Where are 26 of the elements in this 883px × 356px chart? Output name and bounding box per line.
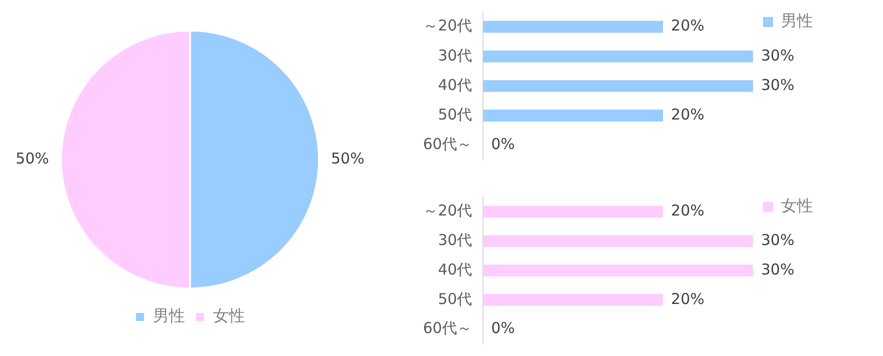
- y-tick-label: 30代: [438, 46, 472, 64]
- data-label: 30%: [761, 76, 794, 94]
- legend-label: 女性: [781, 196, 813, 216]
- data-label: 20%: [671, 290, 704, 308]
- data-label: 50%: [331, 149, 364, 168]
- data-label: 20%: [671, 105, 704, 124]
- data-label: 30%: [761, 230, 794, 249]
- y-tick-label: 50代: [438, 105, 472, 124]
- legend-label: 男性: [153, 306, 185, 326]
- data-label: 30%: [761, 46, 794, 64]
- data-label: 0%: [491, 135, 515, 154]
- y-tick-label: ～20代: [422, 202, 472, 220]
- data-label: 20%: [671, 16, 704, 35]
- y-tick-label: 50代: [438, 290, 472, 308]
- y-tick-label: 40代: [438, 260, 472, 278]
- data-label: 0%: [491, 319, 515, 338]
- data-label: 20%: [671, 202, 704, 220]
- y-tick-label: 60代～: [422, 135, 472, 154]
- y-tick-label: 60代～: [422, 319, 472, 338]
- y-tick-label: ～20代: [422, 16, 472, 35]
- y-tick-label: 40代: [438, 76, 472, 94]
- data-label: 50%: [16, 149, 49, 168]
- data-label: 30%: [761, 260, 794, 278]
- y-tick-label: 30代: [438, 230, 472, 249]
- legend-label: 女性: [213, 306, 245, 326]
- legend-label: 男性: [781, 11, 813, 30]
